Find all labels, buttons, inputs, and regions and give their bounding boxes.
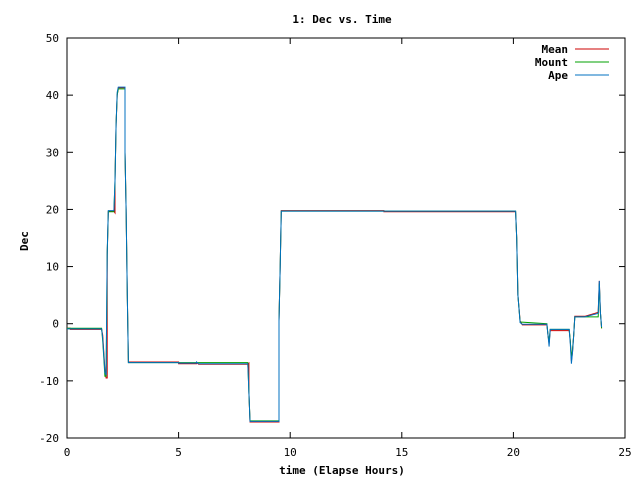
series-line-ape: [67, 86, 603, 422]
y-axis: -20 -10 0 10 20 30 40 50: [39, 32, 625, 445]
y-tick-label: 30: [46, 146, 59, 159]
chart-title: 1: Dec vs. Time: [292, 13, 392, 26]
x-tick-label: 10: [284, 446, 297, 459]
legend-label-mount: Mount: [535, 56, 568, 69]
y-tick-label: 10: [46, 261, 59, 274]
y-tick-label: 40: [46, 89, 59, 102]
y-tick-label: 50: [46, 32, 59, 45]
legend-label-ape: Ape: [548, 69, 568, 82]
y-tick-label: -20: [39, 432, 59, 445]
x-tick-label: 20: [507, 446, 520, 459]
y-tick-label: -10: [39, 375, 59, 388]
x-tick-label: 25: [618, 446, 631, 459]
y-tick-label: 20: [46, 203, 59, 216]
legend-label-mean: Mean: [542, 43, 569, 56]
x-axis-label: time (Elapse Hours): [279, 464, 405, 477]
series-line-mount: [67, 88, 603, 422]
x-tick-label: 15: [395, 446, 408, 459]
y-tick-label: 0: [52, 318, 59, 331]
plot-frame: [66, 37, 626, 439]
x-tick-label: 0: [64, 446, 71, 459]
plot-area: [66, 37, 626, 439]
x-tick-label: 5: [175, 446, 182, 459]
series-line-mean: [67, 87, 603, 423]
series-lines: [67, 86, 603, 423]
x-axis: 0 5 10 15 20 25: [64, 38, 632, 459]
y-axis-label: Dec: [18, 231, 31, 251]
